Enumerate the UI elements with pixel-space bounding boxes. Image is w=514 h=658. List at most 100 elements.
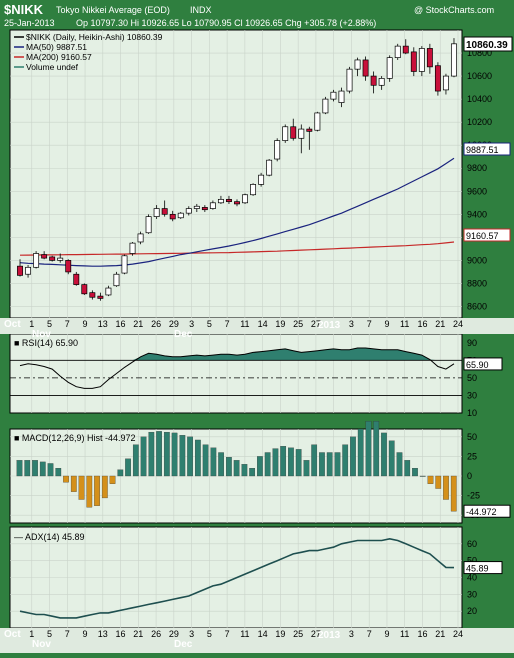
y-tick-label-price: 9400 [467, 209, 487, 219]
month-label-adx: 2013 [318, 630, 341, 641]
macd-hist-bar [16, 460, 23, 477]
x-tick-label-adx: 5 [47, 629, 52, 639]
macd-hist-bar [101, 475, 108, 499]
macd-hist-bar [249, 468, 256, 477]
candle-body [89, 292, 96, 298]
macd-hist-bar [86, 475, 93, 508]
candle-body [177, 212, 184, 219]
y-tick-label-price: 9000 [467, 255, 487, 265]
x-tick-label-adx: 11 [240, 629, 249, 639]
month-label-price: Dec [174, 329, 193, 340]
macd-hist-bar [443, 475, 449, 500]
y-tick-label-price: 10400 [467, 94, 492, 104]
ma50-value: 9887.51 [466, 145, 499, 155]
x-tick-label-adx: 5 [207, 629, 212, 639]
candle-body [25, 266, 32, 275]
macd-hist-bar [412, 468, 418, 477]
candle-body [346, 68, 353, 92]
y-tick-label-rsi: 10 [467, 408, 477, 418]
y-tick-label-price: 10600 [467, 71, 492, 81]
candle-body [137, 233, 144, 243]
rsi-value-box [463, 357, 503, 371]
macd-hist-bar [63, 475, 69, 483]
exchange-label: INDX [190, 5, 212, 15]
macd-hist-bar [350, 436, 356, 477]
x-tick-label-adx: 1 [29, 629, 34, 639]
candle-body [354, 59, 361, 70]
x-tick-label-adx: 26 [151, 629, 161, 639]
y-tick-label-price: 8800 [467, 278, 487, 288]
macd-hist-bar [365, 421, 372, 477]
candle-body [250, 184, 257, 196]
candle-body [298, 128, 305, 139]
symbol-label: $NIKK [4, 2, 44, 17]
x-tick-label-price: 5 [207, 319, 212, 329]
x-tick-label-adx: 7 [367, 629, 372, 639]
candle-body [129, 242, 136, 254]
x-tick-label-adx: 9 [83, 629, 88, 639]
y-tick-label-adx: 50 [467, 556, 477, 566]
x-tick-label-adx: 27 [311, 629, 321, 639]
macd-hist-bar [163, 431, 170, 477]
y-tick-label-price: 8600 [467, 301, 487, 311]
watermark-label: @ StockCharts.com [414, 5, 494, 15]
candle-body [49, 256, 56, 261]
y-tick-label-rsi: 90 [467, 338, 477, 348]
legend-entry: MA(200) 9160.57 [26, 52, 92, 62]
candle-body [394, 45, 401, 58]
macd-value: -44.972 [466, 507, 497, 517]
macd-hist-bar [94, 475, 100, 506]
macd-hist-bar [187, 436, 193, 477]
candle-body [17, 265, 23, 276]
macd-hist-bar [435, 475, 442, 489]
candle-body [282, 126, 289, 141]
month-label-price: Oct [4, 319, 21, 330]
candle-body [121, 255, 128, 274]
candle-body [418, 48, 425, 72]
rsi-value: 65.90 [466, 360, 489, 370]
x-tick-label-adx: 16 [116, 629, 126, 639]
month-label-adx: Dec [174, 639, 193, 650]
x-tick-label-price: 25 [293, 319, 303, 329]
last-price-value: 10860.39 [466, 40, 508, 51]
adx-value-box [463, 561, 503, 575]
macd-hist-bar [202, 444, 209, 477]
month-label-price: Nov [32, 329, 51, 340]
x-tick-label-price: 1 [29, 319, 34, 329]
macd-hist-bar [148, 431, 155, 477]
y-tick-label-price: 10200 [467, 117, 492, 127]
candle-body [65, 260, 72, 273]
candle-body [410, 51, 417, 72]
candle-body [209, 202, 216, 209]
x-tick-label-adx: 13 [98, 629, 108, 639]
candle-body [386, 57, 393, 79]
candle-body [242, 194, 248, 204]
macd-hist-bar [257, 456, 263, 477]
legend-entry: $NIKK (Daily, Heikin-Ashi) 10860.39 [26, 32, 163, 42]
x-tick-label-price: 29 [169, 319, 179, 329]
x-tick-label-adx: 3 [349, 629, 354, 639]
y-tick-label-rsi: 30 [467, 390, 477, 400]
y-tick-label-macd: 25 [467, 451, 477, 461]
candle-body [322, 98, 329, 114]
x-tick-label-price: 21 [435, 319, 445, 329]
macd-hist-bar [226, 457, 232, 477]
candle-body [306, 128, 313, 132]
y-tick-label-price: 9600 [467, 186, 487, 196]
macd-hist-bar [70, 475, 77, 492]
adx-title: — ADX(14) 45.89 [14, 532, 85, 542]
candle-body [451, 43, 457, 77]
macd-hist-bar [303, 460, 310, 477]
x-tick-label-price: 5 [47, 319, 52, 329]
candle-body [338, 90, 345, 103]
macd-hist-bar [218, 452, 224, 477]
x-tick-label-adx: 29 [169, 629, 179, 639]
adx-line [19, 537, 455, 619]
date-label: 25-Jan-2013 [4, 18, 55, 28]
x-tick-label-adx: 14 [258, 629, 268, 639]
candle-body [442, 75, 449, 91]
x-tick-label-adx: 7 [225, 629, 230, 639]
x-tick-label-price: 21 [133, 319, 143, 329]
candle-body [378, 78, 385, 86]
macd-hist-bar [109, 475, 116, 484]
